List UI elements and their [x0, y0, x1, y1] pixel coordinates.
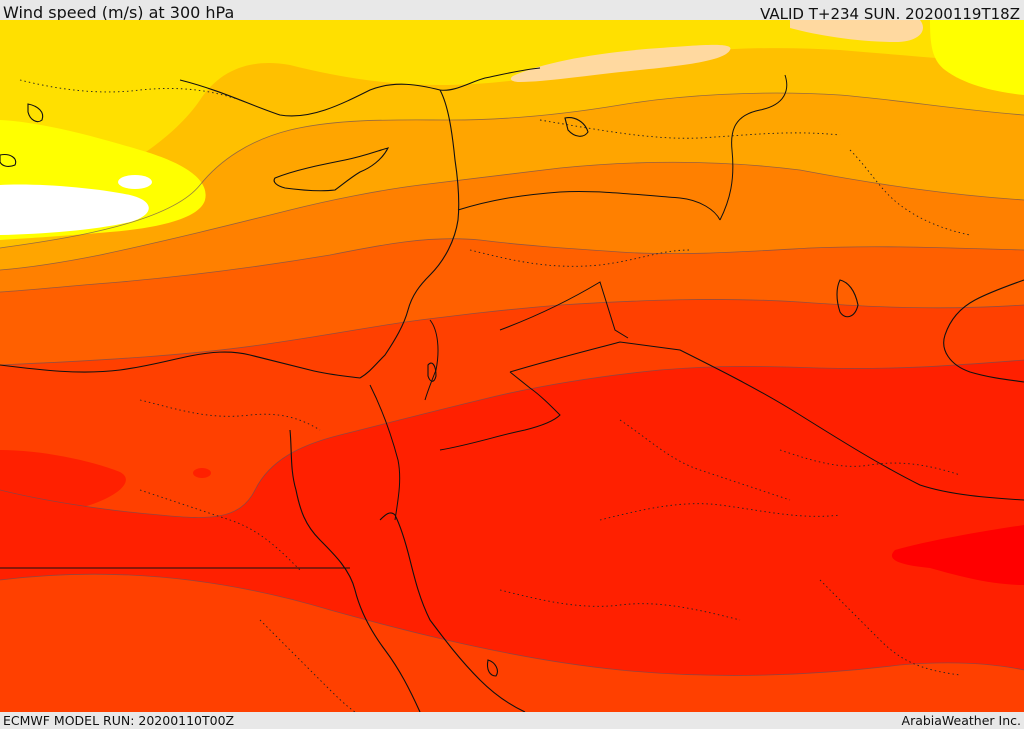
bahrain-qatar-outline — [836, 279, 859, 318]
red-sea-island-outline — [486, 659, 498, 677]
valid-time: VALID T+234 SUN. 20200119T18Z — [760, 5, 1020, 23]
coast-gulf-aqaba — [379, 512, 526, 712]
border-egypt-israel — [369, 384, 401, 521]
band-white-core — [0, 184, 149, 235]
band-south-orange — [0, 574, 1024, 712]
islands — [0, 103, 859, 677]
border-jordan-saudi — [439, 371, 561, 451]
header-bar: Wind speed (m/s) at 300 hPa VALID T+234 … — [0, 0, 1024, 23]
jet-core-east — [891, 525, 1024, 585]
jet-core-egypt — [193, 468, 211, 478]
jet-core-west — [0, 450, 126, 528]
admin-boundaries — [19, 79, 971, 712]
coast-turkey-south — [179, 67, 541, 117]
peach-ne — [790, 20, 923, 42]
band-ffff00-ne — [930, 20, 1024, 95]
footer-bar: ECMWF MODEL RUN: 20200110T00Z ArabiaWeat… — [0, 712, 1024, 729]
map-title: Wind speed (m/s) at 300 hPa — [3, 3, 235, 22]
coast-persian-gulf — [943, 279, 1024, 383]
border-iraq-iran — [719, 74, 788, 221]
cyprus-outline — [273, 147, 390, 192]
peach-north — [510, 44, 731, 82]
border-syria-iraq — [499, 281, 629, 339]
model-run-label: ECMWF MODEL RUN: 20200110T00Z — [3, 713, 235, 728]
coast-levant — [359, 89, 460, 379]
lake-van-outline — [564, 117, 589, 137]
coast-egypt-north — [0, 351, 361, 379]
band-ffc000 — [0, 20, 1024, 248]
band-white-blob — [118, 175, 152, 189]
crete-fragment-outline — [0, 154, 17, 167]
coast-sinai-gulf-suez — [289, 429, 421, 712]
border-iraq-saudi — [509, 341, 1024, 501]
credit-label: ArabiaWeather Inc. — [901, 713, 1021, 728]
sinai-lake-outline — [427, 362, 437, 382]
coastlines — [0, 67, 1024, 712]
band-ffe000 — [0, 20, 1024, 215]
border-syria-turkey — [457, 191, 721, 221]
rhodes-outline — [27, 103, 44, 123]
border-west-bank — [424, 319, 439, 401]
wind-speed-map — [0, 20, 1024, 712]
contour-lines — [0, 92, 1024, 676]
borders — [0, 74, 1024, 569]
